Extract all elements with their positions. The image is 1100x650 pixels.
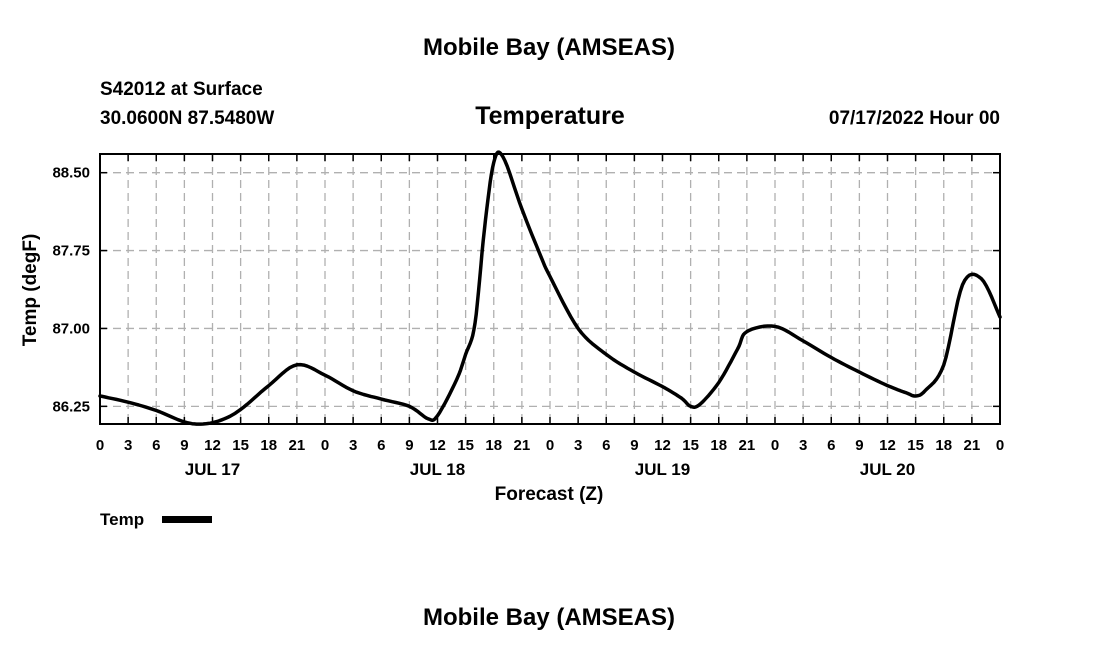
chart-title-bottom: Mobile Bay (AMSEAS) — [423, 604, 675, 631]
x-tick-label: 18 — [935, 437, 952, 454]
run-time-label: 07/17/2022 Hour 00 — [829, 108, 1000, 129]
day-label: JUL 20 — [860, 460, 915, 479]
x-tick-label: 9 — [855, 437, 863, 454]
series-line-temp — [98, 150, 1002, 426]
x-tick-label: 12 — [429, 437, 446, 454]
y-tick-label: 87.75 — [52, 243, 90, 260]
x-tick-label: 15 — [907, 437, 924, 454]
x-tick-label: 0 — [96, 437, 104, 454]
x-tick-label: 0 — [321, 437, 329, 454]
day-label: JUL 17 — [185, 460, 240, 479]
x-tick-label: 6 — [377, 437, 385, 454]
y-tick-label: 88.50 — [52, 165, 90, 182]
y-axis: 86.25 87.00 87.75 88.50 — [52, 165, 1000, 415]
legend-swatch-temp — [162, 516, 212, 523]
x-tick-label: 12 — [879, 437, 896, 454]
y-tick-label: 86.25 — [52, 398, 90, 415]
x-tick-label: 9 — [180, 437, 188, 454]
legend: Temp — [100, 510, 212, 529]
x-tick-label: 6 — [827, 437, 835, 454]
x-tick-label: 21 — [514, 437, 531, 454]
x-tick-label: 15 — [232, 437, 249, 454]
panel-title: Temperature — [475, 102, 625, 130]
x-tick-label: 3 — [124, 437, 132, 454]
coordinates-label: 30.0600N 87.5480W — [100, 108, 274, 129]
x-tick-label: 21 — [289, 437, 306, 454]
grid-lines — [100, 154, 1000, 424]
chart-title-top: Mobile Bay (AMSEAS) — [423, 34, 675, 61]
y-tick-label: 87.00 — [52, 320, 90, 337]
x-tick-label: 12 — [654, 437, 671, 454]
day-label: JUL 18 — [410, 460, 465, 479]
x-tick-label: 18 — [260, 437, 277, 454]
x-tick-label: 0 — [546, 437, 554, 454]
x-tick-label: 15 — [682, 437, 699, 454]
x-tick-label: 6 — [602, 437, 610, 454]
x-tick-label: 15 — [457, 437, 474, 454]
x-tick-label: 21 — [739, 437, 756, 454]
x-tick-label: 9 — [405, 437, 413, 454]
x-tick-label: 0 — [996, 437, 1004, 454]
x-tick-label: 3 — [574, 437, 582, 454]
x-tick-label: 9 — [630, 437, 638, 454]
day-label: JUL 19 — [635, 460, 690, 479]
x-tick-label: 18 — [485, 437, 502, 454]
day-labels: JUL 17 JUL 18 JUL 19 JUL 20 — [185, 460, 915, 479]
x-tick-label: 6 — [152, 437, 160, 454]
x-tick-label: 3 — [349, 437, 357, 454]
x-tick-label: 0 — [771, 437, 779, 454]
x-tick-label: 21 — [964, 437, 981, 454]
x-axis-title: Forecast (Z) — [495, 484, 604, 505]
station-label: S42012 at Surface — [100, 79, 263, 100]
x-tick-label: 12 — [204, 437, 221, 454]
legend-label: Temp — [100, 510, 144, 529]
y-axis-title: Temp (degF) — [20, 234, 41, 347]
x-tick-label: 3 — [799, 437, 807, 454]
plot-frame — [99, 153, 1001, 425]
x-tick-label: 18 — [710, 437, 727, 454]
